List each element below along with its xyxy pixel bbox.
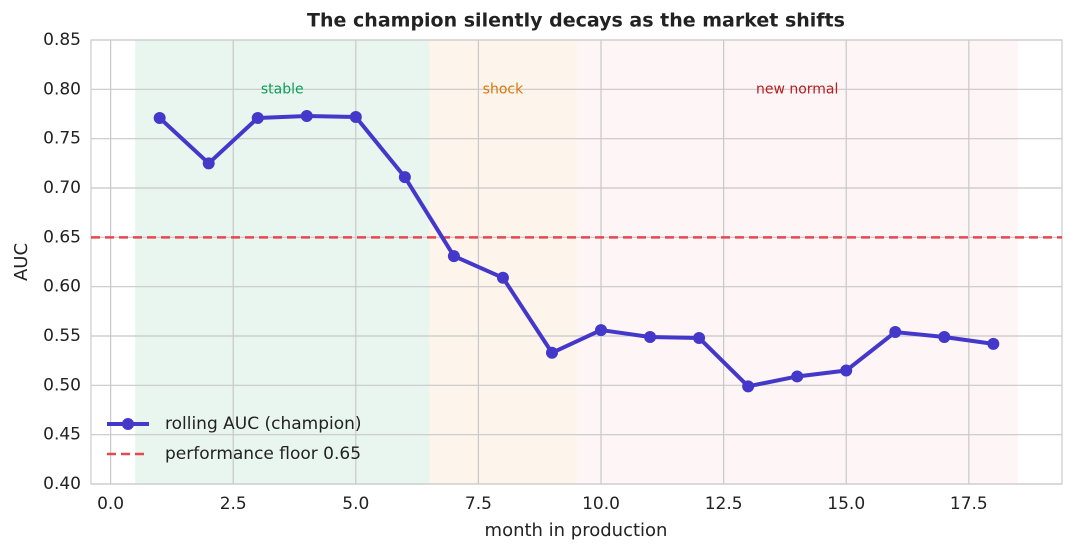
data-point [742,380,755,393]
y-tick-label: 0.60 [43,277,81,297]
plot-frame [90,39,1063,485]
x-tick-label: 2.5 [220,494,247,514]
y-tick-label: 0.65 [43,227,81,247]
data-point [447,250,460,263]
data-point [693,331,706,344]
x-tick-label: 0.0 [97,494,124,514]
y-tick-label: 0.40 [43,474,81,494]
x-tick-label: 10.0 [582,494,620,514]
region [576,40,1018,484]
region [429,40,577,484]
data-point [889,326,902,339]
data-point [938,330,951,343]
y-tick-label: 0.55 [43,326,81,346]
x-tick-label: 15.0 [827,494,865,514]
region-label: shock [483,81,524,97]
x-tick-label: 7.5 [465,494,492,514]
data-point [251,111,264,124]
y-tick-label: 0.75 [43,129,81,149]
x-tick-label: 12.5 [705,494,743,514]
data-point [644,330,657,343]
data-point [202,157,215,170]
data-point [300,109,313,122]
x-axis-label: month in production [485,520,668,541]
data-point [153,111,166,124]
y-axis-label: AUC [11,243,32,281]
legend-label: performance floor 0.65 [165,444,361,464]
data-point [840,364,853,377]
x-tick-label: 17.5 [950,494,988,514]
y-tick-label: 0.70 [43,178,81,198]
region [135,40,430,484]
data-point [349,110,362,123]
data-point [496,271,509,284]
region-label: new normal [756,81,838,97]
data-point [791,370,804,383]
series-line [158,113,994,389]
y-tick-label: 0.45 [43,425,81,445]
region-label: stable [261,81,304,97]
y-tick-label: 0.80 [43,79,81,99]
data-point [987,337,1000,350]
data-point [545,346,558,359]
legend-label: rolling AUC (champion) [165,414,362,434]
y-tick-label: 0.85 [43,30,81,50]
data-point [398,171,411,184]
chart-title: The champion silently decays as the mark… [307,10,845,32]
y-tick-label: 0.50 [43,375,81,395]
data-point [595,324,608,337]
legend-marker [122,418,134,430]
x-tick-label: 5.0 [342,494,369,514]
